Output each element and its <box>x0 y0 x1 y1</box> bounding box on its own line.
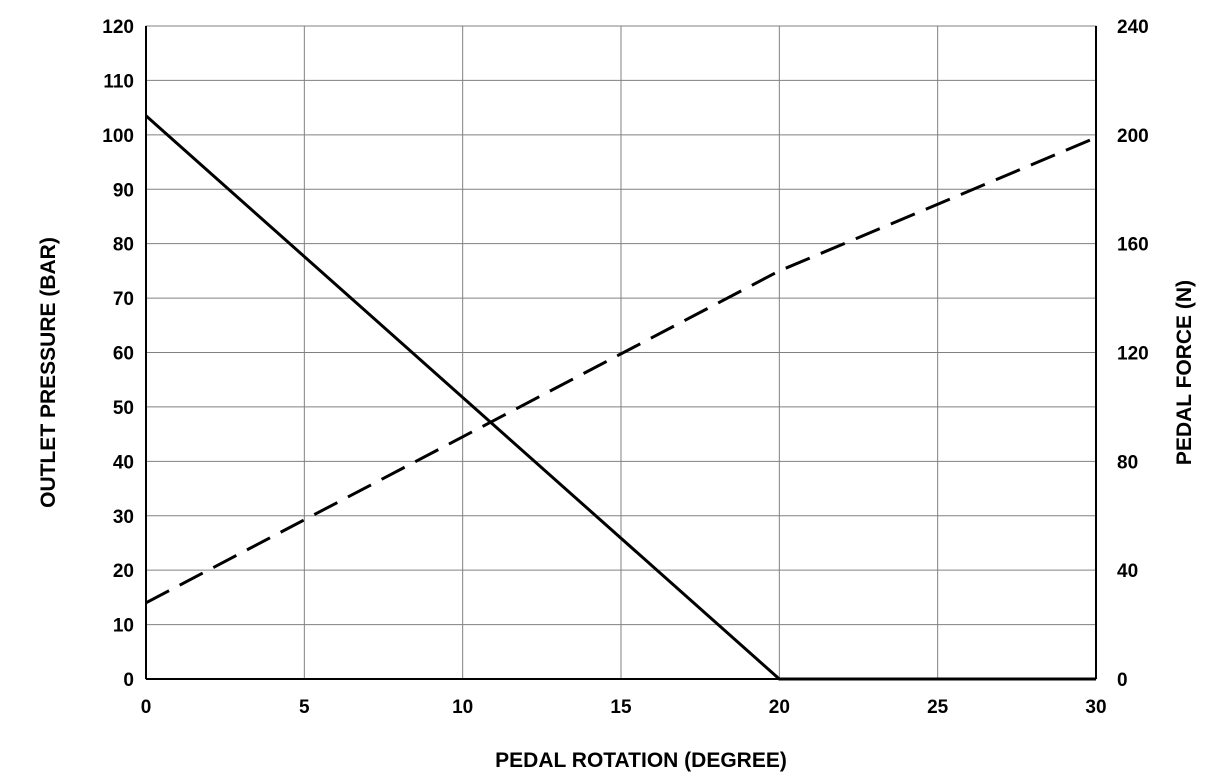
series-line-1 <box>145 114 1096 681</box>
x-tick-labels: 0 5 10 15 20 25 30 <box>141 697 1107 718</box>
y2-tick-label: 240 <box>1117 17 1149 38</box>
x-axis-title: PEDAL ROTATION (DEGREE) <box>495 749 787 772</box>
y-tick-label: 40 <box>113 452 134 473</box>
y-tick-label: 50 <box>113 398 134 419</box>
y-axis-title: OUTLET PRESSURE (BAR) <box>37 237 60 508</box>
x-tick-label: 0 <box>141 697 152 718</box>
y2-tick-labels: 0 40 80 120 160 200 240 <box>1117 17 1149 691</box>
x-tick-label: 5 <box>299 697 310 718</box>
y2-tick-label: 0 <box>1117 670 1128 691</box>
series <box>145 114 1097 681</box>
y-tick-label: 100 <box>102 126 134 147</box>
y2-tick-label: 80 <box>1117 452 1138 473</box>
y2-tick-label: 120 <box>1117 344 1149 365</box>
y2-axis-title: PEDAL FORCE (N) <box>1173 280 1196 465</box>
y-tick-label: 0 <box>123 670 134 691</box>
grid <box>146 26 1096 679</box>
y-tick-label: 70 <box>113 289 134 310</box>
y-tick-label: 80 <box>113 235 134 256</box>
y-tick-labels: 0 10 20 30 40 50 60 70 80 90 100 110 120 <box>102 17 134 691</box>
x-tick-label: 15 <box>610 697 632 718</box>
y-tick-label: 90 <box>113 180 134 201</box>
y2-tick-label: 200 <box>1117 126 1149 147</box>
x-tick-label: 10 <box>452 697 473 718</box>
y-tick-label: 110 <box>103 71 134 92</box>
y-tick-label: 120 <box>102 17 134 38</box>
x-tick-label: 30 <box>1085 697 1106 718</box>
y-tick-label: 30 <box>113 507 134 528</box>
x-tick-label: 25 <box>927 697 949 718</box>
series-line-2 <box>145 136 1097 605</box>
y-tick-label: 60 <box>113 344 134 365</box>
y2-tick-label: 40 <box>1117 561 1138 582</box>
x-tick-label: 20 <box>769 697 790 718</box>
y-tick-label: 10 <box>113 616 134 637</box>
y-tick-label: 20 <box>113 561 134 582</box>
y2-tick-label: 160 <box>1117 235 1149 256</box>
